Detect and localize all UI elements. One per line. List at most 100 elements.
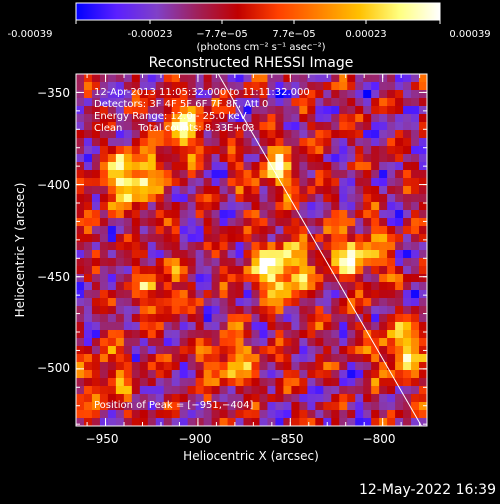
- image-pixel: [203, 362, 213, 371]
- image-pixel: [267, 386, 277, 395]
- image-pixel: [83, 162, 93, 171]
- image-pixel: [163, 74, 173, 83]
- image-pixel: [155, 130, 165, 139]
- image-pixel: [379, 322, 388, 331]
- image-pixel: [315, 386, 324, 395]
- image-pixel: [155, 138, 165, 147]
- image-pixel: [331, 330, 340, 339]
- image-pixel: [355, 386, 364, 395]
- image-pixel: [219, 322, 229, 331]
- image-pixel: [371, 386, 380, 395]
- image-pixel: [235, 218, 245, 227]
- image-pixel: [347, 178, 356, 187]
- image-pixel: [315, 378, 324, 387]
- image-pixel: [339, 186, 348, 195]
- image-pixel: [267, 98, 277, 107]
- image-pixel: [323, 178, 332, 187]
- image-pixel: [379, 122, 388, 131]
- image-pixel: [379, 274, 388, 283]
- image-pixel: [91, 418, 101, 426]
- image-pixel: [387, 234, 396, 243]
- image-pixel: [387, 282, 396, 291]
- image-pixel: [251, 330, 261, 339]
- image-pixel: [315, 210, 324, 219]
- image-pixel: [331, 282, 340, 291]
- image-pixel: [211, 226, 221, 235]
- image-pixel: [259, 82, 269, 91]
- image-pixel: [219, 162, 229, 171]
- image-pixel: [283, 298, 292, 307]
- image-pixel: [147, 90, 157, 99]
- image-pixel: [307, 378, 316, 387]
- image-pixel: [379, 202, 388, 211]
- image-pixel: [187, 90, 197, 99]
- image-pixel: [179, 354, 189, 363]
- image-pixel: [211, 330, 221, 339]
- image-pixel: [299, 122, 308, 131]
- image-pixel: [259, 410, 269, 419]
- image-pixel: [123, 258, 133, 267]
- image-pixel: [315, 250, 324, 259]
- image-pixel: [339, 98, 348, 107]
- image-pixel: [195, 314, 205, 323]
- image-pixel: [355, 114, 364, 123]
- image-pixel: [347, 322, 356, 331]
- image-pixel: [315, 178, 324, 187]
- image-pixel: [179, 394, 189, 403]
- image-pixel: [411, 226, 420, 235]
- image-pixel: [219, 386, 229, 395]
- image-pixel: [259, 122, 269, 131]
- image-pixel: [123, 218, 133, 227]
- image-pixel: [267, 186, 277, 195]
- image-pixel: [227, 266, 237, 275]
- image-pixel: [139, 274, 149, 283]
- image-pixel: [371, 98, 380, 107]
- image-pixel: [315, 346, 324, 355]
- image-pixel: [323, 226, 332, 235]
- image-pixel: [235, 346, 245, 355]
- image-pixel: [139, 402, 149, 411]
- image-pixel: [203, 410, 213, 419]
- image-pixel: [395, 170, 404, 179]
- image-pixel: [275, 258, 285, 267]
- image-pixel: [107, 146, 117, 155]
- image-pixel: [331, 418, 340, 426]
- image-pixel: [299, 106, 308, 115]
- image-pixel: [403, 362, 412, 371]
- image-pixel: [387, 306, 396, 315]
- image-pixel: [195, 186, 205, 195]
- image-pixel: [347, 114, 356, 123]
- image-pixel: [299, 298, 308, 307]
- image-pixel: [331, 370, 340, 379]
- image-pixel: [195, 258, 205, 267]
- image-pixel: [363, 154, 372, 163]
- image-pixel: [235, 338, 245, 347]
- image-pixel: [235, 146, 245, 155]
- image-pixel: [243, 418, 253, 426]
- image-pixel: [115, 322, 125, 331]
- image-pixel: [275, 98, 285, 107]
- image-pixel: [419, 226, 427, 235]
- image-pixel: [363, 410, 372, 419]
- image-pixel: [347, 346, 356, 355]
- image-pixel: [155, 362, 165, 371]
- image-pixel: [347, 394, 356, 403]
- image-pixel: [83, 266, 93, 275]
- image-pixel: [195, 218, 205, 227]
- image-pixel: [419, 282, 427, 291]
- image-pixel: [107, 242, 117, 251]
- image-pixel: [339, 82, 348, 91]
- image-pixel: [251, 202, 261, 211]
- image-pixel: [323, 90, 332, 99]
- image-pixel: [187, 354, 197, 363]
- image-pixel: [76, 202, 85, 211]
- image-pixel: [187, 346, 197, 355]
- image-pixel: [211, 234, 221, 243]
- image-pixel: [291, 202, 300, 211]
- image-pixel: [315, 274, 324, 283]
- image-pixel: [195, 194, 205, 203]
- image-pixel: [419, 362, 427, 371]
- image-pixel: [76, 114, 85, 123]
- image-pixel: [315, 114, 324, 123]
- detectors-text: Detectors: 3F 4F 5F 6F 7F 8F, Att 0: [94, 99, 268, 110]
